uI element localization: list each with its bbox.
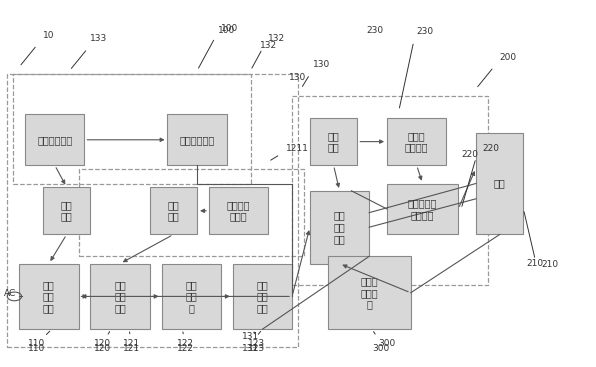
Text: 121: 121 xyxy=(123,339,141,348)
FancyBboxPatch shape xyxy=(476,132,523,235)
Text: 123: 123 xyxy=(248,339,265,348)
Text: 数字时
序控制器: 数字时 序控制器 xyxy=(405,131,429,152)
Text: 300: 300 xyxy=(372,344,390,353)
Text: 123: 123 xyxy=(248,344,265,353)
Text: 210: 210 xyxy=(527,259,544,268)
Text: 稳压控制芯片: 稳压控制芯片 xyxy=(37,135,72,145)
Text: 驱动
电路: 驱动 电路 xyxy=(61,200,73,222)
Text: 驱动
电路: 驱动 电路 xyxy=(167,200,179,222)
Text: 斩波
调压
电路: 斩波 调压 电路 xyxy=(43,280,55,313)
Text: 122: 122 xyxy=(177,344,194,353)
FancyBboxPatch shape xyxy=(19,264,79,329)
Text: 133: 133 xyxy=(91,34,108,43)
Text: 220: 220 xyxy=(482,144,499,153)
Text: 122: 122 xyxy=(177,339,194,348)
FancyBboxPatch shape xyxy=(25,114,85,165)
Text: 100: 100 xyxy=(218,26,235,35)
Text: 倍压
整流
电路: 倍压 整流 电路 xyxy=(256,280,268,313)
FancyBboxPatch shape xyxy=(209,187,268,235)
Text: 10: 10 xyxy=(43,31,54,40)
Text: 132: 132 xyxy=(260,41,277,50)
Text: 100: 100 xyxy=(221,23,238,33)
Text: 极性
转换
电路: 极性 转换 电路 xyxy=(334,211,346,244)
FancyBboxPatch shape xyxy=(310,118,358,165)
Text: 电压、电流
采样电路: 电压、电流 采样电路 xyxy=(408,198,437,220)
FancyBboxPatch shape xyxy=(387,118,446,165)
Text: AC: AC xyxy=(4,290,17,298)
FancyBboxPatch shape xyxy=(43,187,91,235)
FancyBboxPatch shape xyxy=(310,191,369,264)
FancyBboxPatch shape xyxy=(387,184,458,235)
Text: 131: 131 xyxy=(242,344,259,353)
Text: 200: 200 xyxy=(499,52,517,62)
Text: 恒频逆变
控制器: 恒频逆变 控制器 xyxy=(227,200,250,222)
Text: 电压调理电路: 电压调理电路 xyxy=(179,135,215,145)
FancyBboxPatch shape xyxy=(91,264,150,329)
Text: 120: 120 xyxy=(94,339,111,348)
Text: 132: 132 xyxy=(268,34,285,43)
Text: 230: 230 xyxy=(367,26,384,35)
Text: 220: 220 xyxy=(461,150,479,159)
Text: 驱动
电路: 驱动 电路 xyxy=(328,131,340,152)
Text: 高频
变压
器: 高频 变压 器 xyxy=(185,280,197,313)
FancyBboxPatch shape xyxy=(328,256,411,329)
Text: 电缆: 电缆 xyxy=(494,178,505,189)
Text: 130: 130 xyxy=(313,60,330,69)
FancyBboxPatch shape xyxy=(233,264,292,329)
Text: 振荡波
发生单
元: 振荡波 发生单 元 xyxy=(361,276,378,309)
Text: 1211: 1211 xyxy=(286,144,309,153)
FancyBboxPatch shape xyxy=(167,114,227,165)
FancyBboxPatch shape xyxy=(150,187,197,235)
Text: 300: 300 xyxy=(378,339,396,348)
Text: 121: 121 xyxy=(123,344,141,353)
Text: 130: 130 xyxy=(290,73,306,82)
Text: 230: 230 xyxy=(417,27,434,36)
FancyBboxPatch shape xyxy=(162,264,221,329)
Text: 131: 131 xyxy=(242,332,259,341)
Text: 110: 110 xyxy=(29,339,46,348)
Text: 方波
逆变
电路: 方波 逆变 电路 xyxy=(114,280,126,313)
Text: 210: 210 xyxy=(541,260,558,269)
Text: 110: 110 xyxy=(29,344,46,353)
Text: 120: 120 xyxy=(94,344,111,353)
